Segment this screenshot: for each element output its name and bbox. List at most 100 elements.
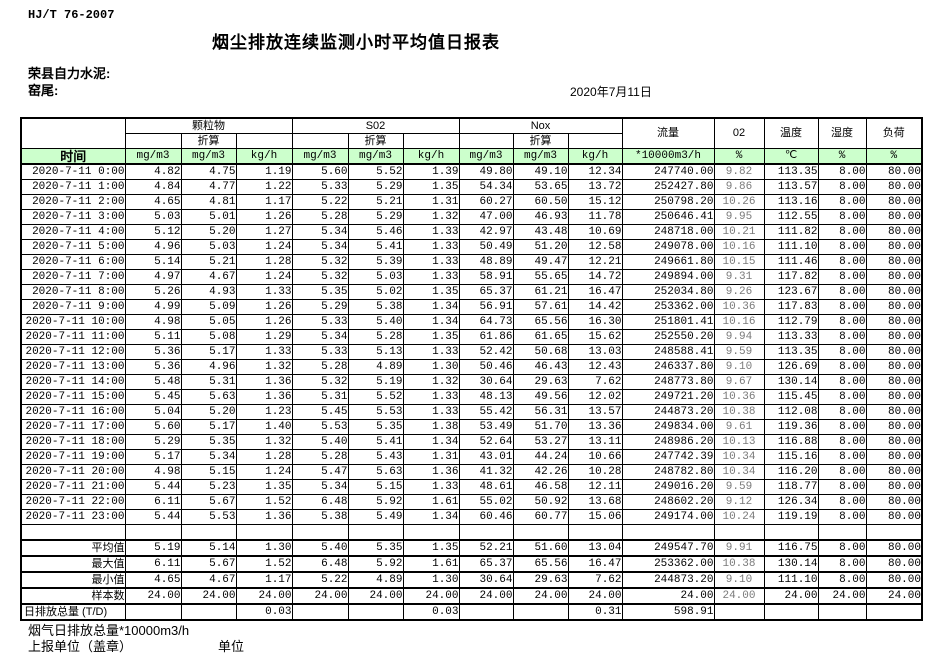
summary-label-cell: 最大值 — [20, 555, 126, 573]
value-cell: 5.28 — [291, 209, 349, 225]
value-cell — [180, 524, 237, 541]
value-cell: 4.81 — [180, 194, 237, 210]
value-cell: 10.13 — [713, 434, 765, 450]
table-row: 2020-7-11 16:00 5.04 5.20 1.23 5.45 5.53 1.33 5… — [20, 404, 923, 420]
value-cell: 80.00 — [865, 479, 923, 495]
value-cell: 1.26 — [235, 209, 293, 225]
value-cell: 1.61 — [402, 555, 460, 573]
value-cell: 5.53 — [291, 419, 349, 435]
value-cell: 51.60 — [512, 539, 569, 557]
value-cell: 5.02 — [347, 284, 404, 300]
value-cell: 80.00 — [865, 299, 923, 315]
value-cell: 30.64 — [458, 571, 514, 589]
value-cell: 24.00 — [402, 587, 460, 605]
table-row: 2020-7-11 7:00 4.97 4.67 1.24 5.32 5.03 1.33 58… — [20, 269, 923, 285]
value-cell: 5.33 — [291, 344, 349, 360]
value-cell: 1.26 — [235, 299, 293, 315]
value-cell: 52.21 — [458, 539, 514, 557]
value-cell: 5.53 — [347, 404, 404, 420]
header-sub-blank — [124, 133, 182, 149]
value-cell: 55.65 — [512, 269, 569, 285]
value-cell: 5.32 — [291, 374, 349, 390]
value-cell: 5.48 — [124, 374, 182, 390]
value-cell: 9.67 — [713, 374, 765, 390]
value-cell: 48.61 — [458, 479, 514, 495]
value-cell — [817, 524, 867, 541]
value-cell: 7.62 — [567, 374, 623, 390]
value-cell: 1.28 — [235, 449, 293, 465]
value-cell: 249016.20 — [621, 479, 715, 495]
value-cell: 10.36 — [713, 389, 765, 405]
value-cell: 9.61 — [713, 419, 765, 435]
value-cell: 80.00 — [865, 209, 923, 225]
value-cell — [347, 524, 404, 541]
value-cell: 5.38 — [291, 509, 349, 525]
value-cell: 119.36 — [763, 419, 819, 435]
unit-cell: kg/h — [235, 148, 293, 165]
value-cell: 49.10 — [512, 163, 569, 180]
summary-row: 最大值 6.11 5.67 1.52 6.48 5.92 1.61 65.37 65.56 16.… — [20, 555, 923, 573]
value-cell: 5.52 — [347, 163, 404, 180]
value-cell: 1.30 — [402, 571, 460, 589]
value-cell: 112.55 — [763, 209, 819, 225]
time-cell: 2020-7-11 16:00 — [20, 404, 126, 420]
header-units-row: 时间 mg/m3 mg/m3 kg/h mg/m3 mg/m3 kg/h mg/… — [20, 148, 923, 165]
value-cell: 43.48 — [512, 224, 569, 240]
value-cell: 5.40 — [291, 539, 349, 557]
value-cell: 5.22 — [291, 194, 349, 210]
value-cell: 1.61 — [402, 494, 460, 510]
time-cell: 2020-7-11 22:00 — [20, 494, 126, 510]
table-row: 2020-7-11 15:00 5.45 5.63 1.36 5.31 5.52 1.33 4… — [20, 389, 923, 405]
value-cell: 61.65 — [512, 329, 569, 345]
value-cell: 130.14 — [763, 555, 819, 573]
value-cell: 1.34 — [402, 314, 460, 330]
value-cell: 80.00 — [865, 269, 923, 285]
value-cell: 117.83 — [763, 299, 819, 315]
value-cell: 249721.20 — [621, 389, 715, 405]
value-cell: 1.35 — [235, 479, 293, 495]
value-cell: 24.00 — [621, 587, 715, 605]
value-cell: 24.00 — [458, 587, 514, 605]
value-cell: 0.03 — [402, 603, 460, 621]
value-cell: 248773.80 — [621, 374, 715, 390]
value-cell: 10.38 — [713, 404, 765, 420]
value-cell: 5.35 — [347, 419, 404, 435]
value-cell: 1.30 — [402, 359, 460, 375]
value-cell: 9.10 — [713, 571, 765, 589]
value-cell: 117.82 — [763, 269, 819, 285]
value-cell: 8.00 — [817, 464, 867, 480]
value-cell: 8.00 — [817, 314, 867, 330]
value-cell: 5.60 — [124, 419, 182, 435]
value-cell: 1.27 — [235, 224, 293, 240]
table-row: 2020-7-11 22:00 6.11 5.67 1.52 6.48 5.92 1.61 5… — [20, 494, 923, 510]
value-cell: 5.11 — [124, 329, 182, 345]
value-cell: 5.92 — [347, 555, 404, 573]
value-cell: 50.49 — [458, 239, 514, 255]
value-cell: 5.31 — [291, 389, 349, 405]
time-cell: 2020-7-11 4:00 — [20, 224, 126, 240]
value-cell: 116.88 — [763, 434, 819, 450]
value-cell: 4.77 — [180, 179, 237, 195]
value-cell: 5.15 — [347, 479, 404, 495]
time-cell: 2020-7-11 14:00 — [20, 374, 126, 390]
header-sub-blank — [567, 133, 623, 149]
table-row: 2020-7-11 1:00 4.84 4.77 1.22 5.33 5.29 1.35 54… — [20, 179, 923, 195]
value-cell: 5.44 — [124, 509, 182, 525]
value-cell: 5.26 — [124, 284, 182, 300]
value-cell: 49.80 — [458, 163, 514, 180]
value-cell: 5.39 — [347, 254, 404, 270]
value-cell: 112.79 — [763, 314, 819, 330]
value-cell: 1.30 — [235, 539, 293, 557]
value-cell: 6.11 — [124, 494, 182, 510]
value-cell: 112.08 — [763, 404, 819, 420]
value-cell: 5.92 — [347, 494, 404, 510]
value-cell: 60.27 — [458, 194, 514, 210]
value-cell: 1.24 — [235, 464, 293, 480]
value-cell: 10.26 — [713, 194, 765, 210]
value-cell: 52.42 — [458, 344, 514, 360]
time-cell: 2020-7-11 21:00 — [20, 479, 126, 495]
value-cell: 1.33 — [402, 389, 460, 405]
value-cell: 252034.80 — [621, 284, 715, 300]
value-cell: 250798.20 — [621, 194, 715, 210]
value-cell: 48.89 — [458, 254, 514, 270]
